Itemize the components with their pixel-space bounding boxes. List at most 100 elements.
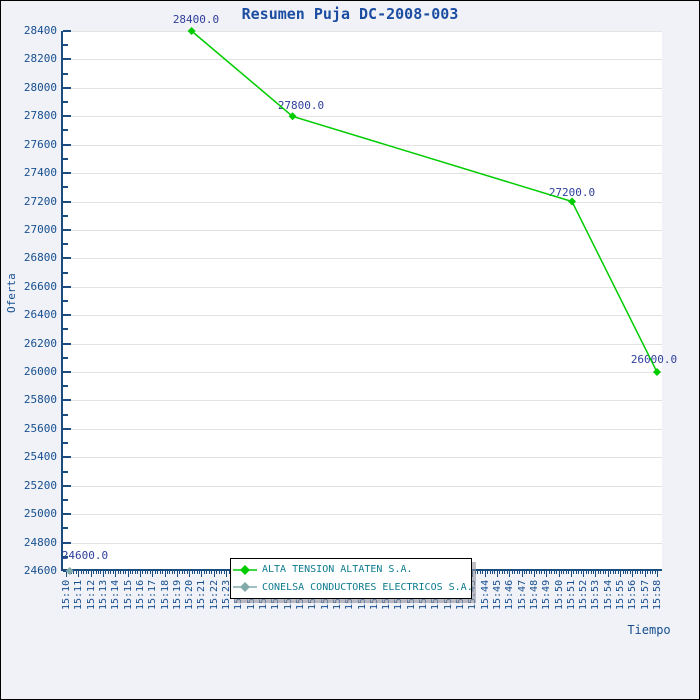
- x-axis-major-tick: [201, 571, 202, 577]
- y-axis-minor-tick: [63, 186, 68, 188]
- x-axis-minor-tick: [132, 571, 133, 574]
- x-axis-tick-label: 15:14: [110, 579, 121, 610]
- x-axis-major-tick: [214, 571, 215, 577]
- gridline: [63, 145, 662, 146]
- x-axis-minor-tick: [224, 571, 225, 574]
- x-axis-tick-label: 15:16: [135, 579, 146, 610]
- y-axis-tick-label: 28000: [23, 81, 57, 94]
- x-axis-major-tick: [632, 571, 633, 577]
- y-axis-tick-label: 28400: [23, 24, 57, 37]
- y-axis-major-tick: [63, 399, 71, 401]
- x-axis-minor-tick: [187, 571, 188, 574]
- gridline: [63, 287, 662, 288]
- x-axis-minor-tick: [502, 571, 503, 574]
- y-axis-minor-tick: [63, 243, 68, 245]
- x-axis-minor-tick: [162, 571, 163, 574]
- x-axis-minor-tick: [487, 571, 488, 574]
- gridline: [63, 457, 662, 458]
- data-point-marker: [240, 564, 250, 575]
- x-axis-minor-tick: [544, 571, 545, 574]
- x-axis-minor-tick: [98, 571, 99, 574]
- legend-marker-icon: [233, 582, 257, 593]
- x-axis-tick-label: 15:18: [160, 579, 171, 610]
- y-axis-tick-label: 24800: [23, 536, 57, 549]
- y-axis-tick-label: 25200: [23, 479, 57, 492]
- x-axis-tick-label: 15:55: [615, 579, 626, 610]
- gridline: [63, 514, 662, 515]
- y-axis-major-tick: [63, 485, 71, 487]
- y-axis-major-tick: [63, 257, 71, 259]
- x-axis-minor-tick: [598, 571, 599, 574]
- x-axis-minor-tick: [137, 571, 138, 574]
- x-axis-minor-tick: [627, 571, 628, 574]
- x-axis-minor-tick: [475, 571, 476, 574]
- x-axis-minor-tick: [211, 571, 212, 574]
- y-axis-tick-label: 27200: [23, 195, 57, 208]
- gridline: [63, 315, 662, 316]
- x-axis-tick-label: 15:53: [590, 579, 601, 610]
- x-axis-major-tick: [472, 571, 473, 577]
- x-axis-minor-tick: [556, 571, 557, 574]
- y-axis-major-tick: [63, 456, 71, 458]
- x-axis-minor-tick: [581, 571, 582, 574]
- gridline: [63, 31, 662, 32]
- x-axis-minor-tick: [586, 571, 587, 574]
- x-axis-title: Tiempo: [627, 623, 671, 637]
- x-axis-minor-tick: [529, 571, 530, 574]
- x-axis-minor-tick: [623, 571, 624, 574]
- x-axis-major-tick: [226, 571, 227, 577]
- x-axis-major-tick: [103, 571, 104, 577]
- y-axis-minor-tick: [63, 556, 68, 558]
- x-axis-major-tick: [595, 571, 596, 577]
- x-axis-tick-label: 15:47: [517, 579, 528, 610]
- x-axis-major-tick: [140, 571, 141, 577]
- series-plot-layer: [65, 27, 661, 575]
- x-axis-major-tick: [546, 571, 547, 577]
- x-axis-minor-tick: [490, 571, 491, 574]
- y-axis-minor-tick: [63, 73, 68, 75]
- gridline: [63, 88, 662, 89]
- x-axis-minor-tick: [519, 571, 520, 574]
- data-point-label: 27200.0: [548, 186, 596, 199]
- y-axis-minor-tick: [63, 527, 68, 529]
- x-axis-minor-tick: [610, 571, 611, 574]
- x-axis-minor-tick: [100, 571, 101, 574]
- y-axis-tick-label: 27800: [23, 109, 57, 122]
- x-axis-minor-tick: [150, 571, 151, 574]
- y-axis-tick-label: 24600: [23, 564, 57, 577]
- x-axis-minor-tick: [541, 571, 542, 574]
- y-axis-tick-label: 26600: [23, 280, 57, 293]
- x-axis-minor-tick: [568, 571, 569, 574]
- x-axis-minor-tick: [105, 571, 106, 574]
- data-point-marker: [288, 112, 297, 121]
- x-axis-tick-label: 15:51: [566, 579, 577, 610]
- gridline: [63, 173, 662, 174]
- x-axis-minor-tick: [174, 571, 175, 574]
- legend: ALTA TENSION ALTATEN S.A. CONELSA CONDUCT…: [230, 558, 473, 599]
- x-axis-minor-tick: [110, 571, 111, 574]
- data-point-marker: [240, 582, 250, 593]
- y-axis-major-tick: [63, 428, 71, 430]
- x-axis-tick-label: 15:21: [196, 579, 207, 610]
- x-axis-minor-tick: [652, 571, 653, 574]
- y-axis-tick-label: 25600: [23, 422, 57, 435]
- x-axis-minor-tick: [160, 571, 161, 574]
- plot-area: [61, 31, 662, 571]
- y-axis-tick-label: 26400: [23, 308, 57, 321]
- x-axis-minor-tick: [184, 571, 185, 574]
- y-axis-tick-label: 25800: [23, 393, 57, 406]
- y-axis-minor-tick: [63, 272, 68, 274]
- x-axis-minor-tick: [118, 571, 119, 574]
- y-axis-minor-tick: [63, 385, 68, 387]
- x-axis-minor-tick: [563, 571, 564, 574]
- x-axis-minor-tick: [573, 571, 574, 574]
- y-axis-tick-label: 27000: [23, 223, 57, 236]
- x-axis-tick-label: 15:20: [184, 579, 195, 610]
- x-axis-minor-tick: [517, 571, 518, 574]
- x-axis-minor-tick: [593, 571, 594, 574]
- x-axis-major-tick: [66, 571, 67, 577]
- x-axis-minor-tick: [635, 571, 636, 574]
- x-axis-minor-tick: [199, 571, 200, 574]
- data-point-marker: [187, 27, 196, 35]
- x-axis-tick-label: 15:58: [652, 579, 663, 610]
